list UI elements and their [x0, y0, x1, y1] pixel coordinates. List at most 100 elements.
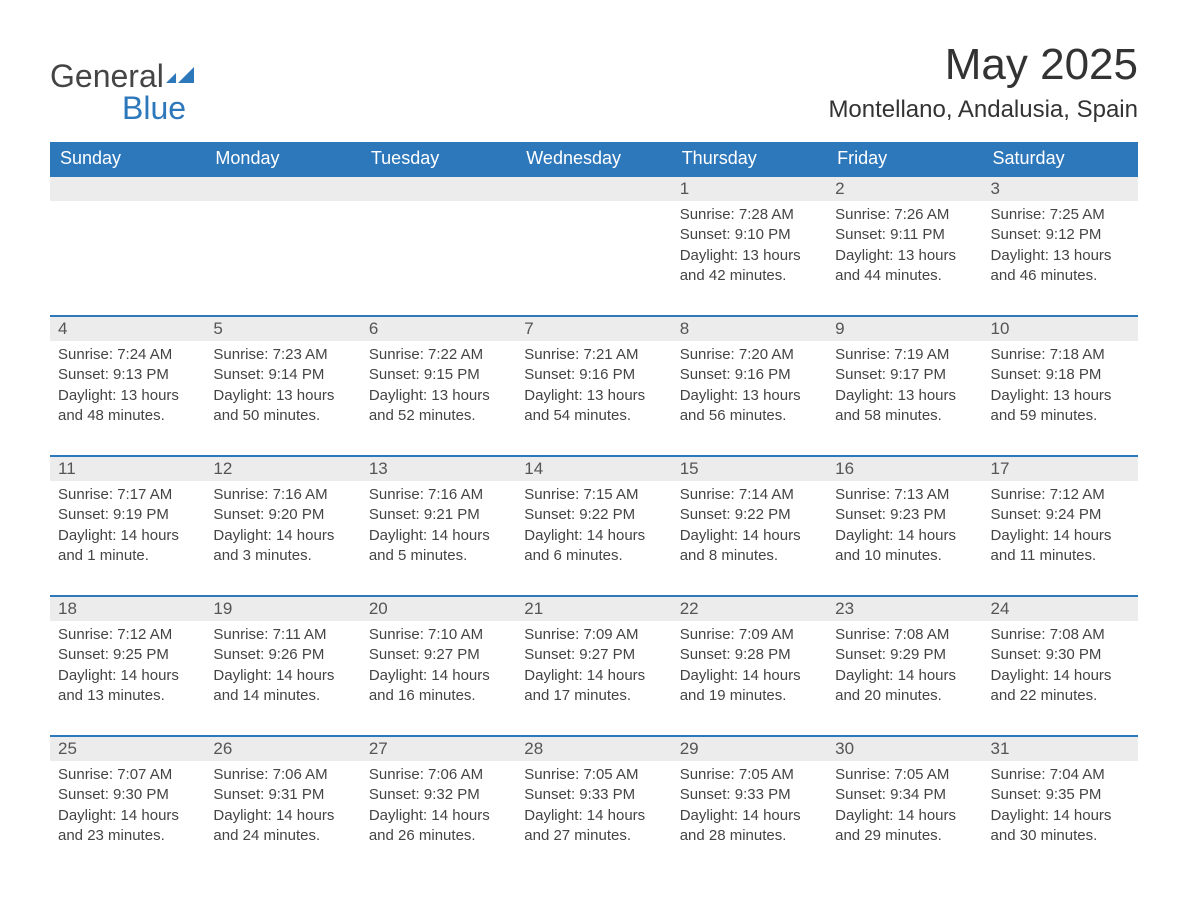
sunset-line: Sunset: 9:24 PM — [991, 505, 1130, 525]
day-details: Sunrise: 7:05 AMSunset: 9:33 PMDaylight:… — [516, 761, 671, 856]
calendar-day-cell: 15Sunrise: 7:14 AMSunset: 9:22 PMDayligh… — [672, 456, 827, 596]
sunset-line: Sunset: 9:27 PM — [369, 645, 508, 665]
day-details: Sunrise: 7:23 AMSunset: 9:14 PMDaylight:… — [205, 341, 360, 436]
day-number: 15 — [672, 457, 827, 481]
daylight-line: Daylight: 14 hours and 20 minutes. — [835, 666, 974, 707]
day-details: Sunrise: 7:21 AMSunset: 9:16 PMDaylight:… — [516, 341, 671, 436]
day-details: Sunrise: 7:08 AMSunset: 9:29 PMDaylight:… — [827, 621, 982, 716]
day-details: Sunrise: 7:12 AMSunset: 9:25 PMDaylight:… — [50, 621, 205, 716]
calendar-header-row: SundayMondayTuesdayWednesdayThursdayFrid… — [50, 142, 1138, 176]
sunset-line: Sunset: 9:15 PM — [369, 365, 508, 385]
calendar-day-cell — [516, 176, 671, 316]
day-details: Sunrise: 7:07 AMSunset: 9:30 PMDaylight:… — [50, 761, 205, 856]
weekday-header: Sunday — [50, 142, 205, 176]
day-details: Sunrise: 7:08 AMSunset: 9:30 PMDaylight:… — [983, 621, 1138, 716]
sunrise-line: Sunrise: 7:16 AM — [369, 485, 508, 505]
calendar-day-cell: 9Sunrise: 7:19 AMSunset: 9:17 PMDaylight… — [827, 316, 982, 456]
calendar-day-cell: 27Sunrise: 7:06 AMSunset: 9:32 PMDayligh… — [361, 736, 516, 876]
sunset-line: Sunset: 9:35 PM — [991, 785, 1130, 805]
day-number: 27 — [361, 737, 516, 761]
daylight-line: Daylight: 14 hours and 3 minutes. — [213, 526, 352, 567]
daylight-line: Daylight: 13 hours and 50 minutes. — [213, 386, 352, 427]
calendar-day-cell: 13Sunrise: 7:16 AMSunset: 9:21 PMDayligh… — [361, 456, 516, 596]
sunrise-line: Sunrise: 7:15 AM — [524, 485, 663, 505]
calendar-day-cell — [361, 176, 516, 316]
sunset-line: Sunset: 9:16 PM — [524, 365, 663, 385]
sunrise-line: Sunrise: 7:22 AM — [369, 345, 508, 365]
day-details: Sunrise: 7:09 AMSunset: 9:27 PMDaylight:… — [516, 621, 671, 716]
daylight-line: Daylight: 14 hours and 26 minutes. — [369, 806, 508, 847]
day-details: Sunrise: 7:24 AMSunset: 9:13 PMDaylight:… — [50, 341, 205, 436]
sunrise-line: Sunrise: 7:05 AM — [524, 765, 663, 785]
calendar-day-cell: 12Sunrise: 7:16 AMSunset: 9:20 PMDayligh… — [205, 456, 360, 596]
day-number: 20 — [361, 597, 516, 621]
sunset-line: Sunset: 9:21 PM — [369, 505, 508, 525]
sunrise-line: Sunrise: 7:12 AM — [991, 485, 1130, 505]
sunset-line: Sunset: 9:30 PM — [991, 645, 1130, 665]
day-number: 9 — [827, 317, 982, 341]
calendar-day-cell: 4Sunrise: 7:24 AMSunset: 9:13 PMDaylight… — [50, 316, 205, 456]
daylight-line: Daylight: 13 hours and 58 minutes. — [835, 386, 974, 427]
sunset-line: Sunset: 9:32 PM — [369, 785, 508, 805]
sunrise-line: Sunrise: 7:24 AM — [58, 345, 197, 365]
day-number: 25 — [50, 737, 205, 761]
day-details: Sunrise: 7:15 AMSunset: 9:22 PMDaylight:… — [516, 481, 671, 576]
daylight-line: Daylight: 13 hours and 46 minutes. — [991, 246, 1130, 287]
day-number: 21 — [516, 597, 671, 621]
day-number: 14 — [516, 457, 671, 481]
sunset-line: Sunset: 9:17 PM — [835, 365, 974, 385]
sunrise-line: Sunrise: 7:05 AM — [680, 765, 819, 785]
sunset-line: Sunset: 9:26 PM — [213, 645, 352, 665]
day-details: Sunrise: 7:06 AMSunset: 9:32 PMDaylight:… — [361, 761, 516, 856]
day-number: 17 — [983, 457, 1138, 481]
day-details: Sunrise: 7:20 AMSunset: 9:16 PMDaylight:… — [672, 341, 827, 436]
sunset-line: Sunset: 9:20 PM — [213, 505, 352, 525]
day-number-empty — [516, 177, 671, 201]
sunrise-line: Sunrise: 7:21 AM — [524, 345, 663, 365]
sunrise-line: Sunrise: 7:25 AM — [991, 205, 1130, 225]
day-details: Sunrise: 7:04 AMSunset: 9:35 PMDaylight:… — [983, 761, 1138, 856]
brand-word2: Blue — [50, 90, 186, 126]
day-number: 12 — [205, 457, 360, 481]
day-number: 11 — [50, 457, 205, 481]
sunrise-line: Sunrise: 7:05 AM — [835, 765, 974, 785]
sunrise-line: Sunrise: 7:14 AM — [680, 485, 819, 505]
sunset-line: Sunset: 9:10 PM — [680, 225, 819, 245]
calendar-day-cell: 31Sunrise: 7:04 AMSunset: 9:35 PMDayligh… — [983, 736, 1138, 876]
daylight-line: Daylight: 13 hours and 54 minutes. — [524, 386, 663, 427]
calendar-day-cell: 17Sunrise: 7:12 AMSunset: 9:24 PMDayligh… — [983, 456, 1138, 596]
day-number-empty — [50, 177, 205, 201]
sunset-line: Sunset: 9:23 PM — [835, 505, 974, 525]
day-details: Sunrise: 7:05 AMSunset: 9:34 PMDaylight:… — [827, 761, 982, 856]
day-number: 22 — [672, 597, 827, 621]
calendar-day-cell: 1Sunrise: 7:28 AMSunset: 9:10 PMDaylight… — [672, 176, 827, 316]
weekday-header: Tuesday — [361, 142, 516, 176]
calendar-day-cell: 24Sunrise: 7:08 AMSunset: 9:30 PMDayligh… — [983, 596, 1138, 736]
day-details: Sunrise: 7:17 AMSunset: 9:19 PMDaylight:… — [50, 481, 205, 576]
calendar-week-row: 11Sunrise: 7:17 AMSunset: 9:19 PMDayligh… — [50, 456, 1138, 596]
sunset-line: Sunset: 9:22 PM — [680, 505, 819, 525]
daylight-line: Daylight: 14 hours and 24 minutes. — [213, 806, 352, 847]
daylight-line: Daylight: 13 hours and 59 minutes. — [991, 386, 1130, 427]
day-details: Sunrise: 7:14 AMSunset: 9:22 PMDaylight:… — [672, 481, 827, 576]
sunrise-line: Sunrise: 7:26 AM — [835, 205, 974, 225]
sunset-line: Sunset: 9:19 PM — [58, 505, 197, 525]
sunset-line: Sunset: 9:25 PM — [58, 645, 197, 665]
calendar-day-cell: 25Sunrise: 7:07 AMSunset: 9:30 PMDayligh… — [50, 736, 205, 876]
day-number: 31 — [983, 737, 1138, 761]
calendar-day-cell — [205, 176, 360, 316]
calendar-week-row: 25Sunrise: 7:07 AMSunset: 9:30 PMDayligh… — [50, 736, 1138, 876]
sunrise-line: Sunrise: 7:28 AM — [680, 205, 819, 225]
sunrise-line: Sunrise: 7:08 AM — [835, 625, 974, 645]
page-header: General Blue May 2025 Montellano, Andalu… — [50, 40, 1138, 124]
calendar-week-row: 4Sunrise: 7:24 AMSunset: 9:13 PMDaylight… — [50, 316, 1138, 456]
weekday-header: Thursday — [672, 142, 827, 176]
weekday-header: Monday — [205, 142, 360, 176]
day-number: 23 — [827, 597, 982, 621]
calendar-week-row: 1Sunrise: 7:28 AMSunset: 9:10 PMDaylight… — [50, 176, 1138, 316]
calendar-day-cell: 19Sunrise: 7:11 AMSunset: 9:26 PMDayligh… — [205, 596, 360, 736]
day-number-empty — [205, 177, 360, 201]
sunrise-line: Sunrise: 7:11 AM — [213, 625, 352, 645]
calendar-day-cell: 20Sunrise: 7:10 AMSunset: 9:27 PMDayligh… — [361, 596, 516, 736]
calendar-day-cell: 5Sunrise: 7:23 AMSunset: 9:14 PMDaylight… — [205, 316, 360, 456]
